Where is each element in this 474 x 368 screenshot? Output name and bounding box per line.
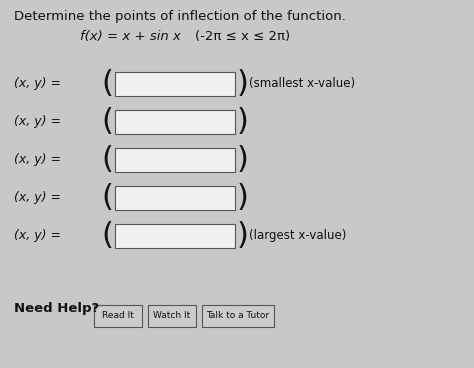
FancyBboxPatch shape — [115, 148, 235, 172]
FancyBboxPatch shape — [148, 305, 196, 327]
Text: Determine the points of inflection of the function.: Determine the points of inflection of th… — [14, 10, 346, 23]
Text: f(x) = x + sin x: f(x) = x + sin x — [80, 30, 181, 43]
Text: ): ) — [237, 184, 249, 212]
Text: (x, y) =: (x, y) = — [14, 191, 61, 204]
FancyBboxPatch shape — [115, 110, 235, 134]
FancyBboxPatch shape — [115, 186, 235, 210]
Text: (smallest x-value): (smallest x-value) — [249, 77, 355, 89]
Text: Talk to a Tutor: Talk to a Tutor — [207, 311, 270, 321]
Text: (: ( — [101, 145, 113, 174]
FancyBboxPatch shape — [115, 224, 235, 248]
Text: ): ) — [237, 222, 249, 251]
Text: (: ( — [101, 222, 113, 251]
Text: Watch It: Watch It — [154, 311, 191, 321]
Text: ): ) — [237, 70, 249, 99]
FancyBboxPatch shape — [115, 72, 235, 96]
Text: (x, y) =: (x, y) = — [14, 152, 61, 166]
Text: (: ( — [101, 107, 113, 137]
Text: Read It: Read It — [102, 311, 134, 321]
Text: ): ) — [237, 145, 249, 174]
FancyBboxPatch shape — [202, 305, 274, 327]
Text: Need Help?: Need Help? — [14, 302, 99, 315]
Text: (largest x-value): (largest x-value) — [249, 229, 346, 241]
Text: (x, y) =: (x, y) = — [14, 77, 61, 89]
Text: (-2π ≤ x ≤ 2π): (-2π ≤ x ≤ 2π) — [195, 30, 290, 43]
Text: ): ) — [237, 107, 249, 137]
Text: (: ( — [101, 70, 113, 99]
FancyBboxPatch shape — [94, 305, 142, 327]
Text: (x, y) =: (x, y) = — [14, 114, 61, 127]
Text: (: ( — [101, 184, 113, 212]
Text: (x, y) =: (x, y) = — [14, 229, 61, 241]
